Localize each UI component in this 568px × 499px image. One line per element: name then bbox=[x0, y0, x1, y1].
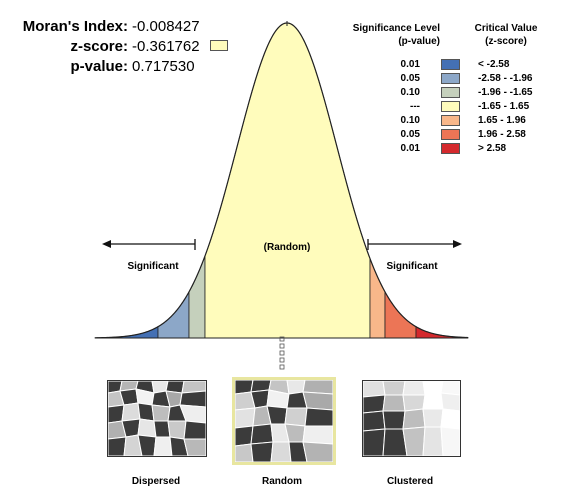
legend-level: 0.10 bbox=[400, 87, 420, 98]
random-map-image bbox=[235, 380, 333, 462]
legend-row: --- -1.65 - 1.65 bbox=[330, 100, 565, 113]
clustered-map bbox=[362, 380, 461, 457]
z-score-swatch bbox=[209, 40, 228, 51]
statistics-panel: Moran's Index: -0.008427 z-score: -0.361… bbox=[8, 18, 228, 78]
legend-range: -1.65 - 1.65 bbox=[478, 101, 530, 112]
legend-swatch bbox=[441, 73, 460, 84]
z-score-row: z-score: -0.361762 bbox=[8, 38, 228, 58]
legend-row: 0.05 1.96 - 2.58 bbox=[330, 128, 565, 141]
dispersed-map bbox=[107, 380, 207, 457]
legend-level: 0.01 bbox=[400, 143, 420, 154]
random-label: (Random) bbox=[263, 242, 311, 253]
dispersed-caption: Dispersed bbox=[131, 476, 181, 487]
significant-right-label: Significant bbox=[386, 261, 438, 272]
legend-range: 1.96 - 2.58 bbox=[478, 129, 526, 140]
random-caption: Random bbox=[262, 476, 302, 487]
legend-range: < -2.58 bbox=[478, 59, 510, 70]
legend-range: 1.65 - 1.96 bbox=[478, 115, 526, 126]
morans-index-label: Moran's Index: bbox=[22, 18, 128, 35]
legend-level: 0.05 bbox=[400, 129, 420, 140]
significant-left-label: Significant bbox=[127, 261, 179, 272]
morans-index-row: Moran's Index: -0.008427 bbox=[8, 18, 228, 38]
legend-range: -1.96 - -1.65 bbox=[478, 87, 533, 98]
left-arrow bbox=[102, 239, 196, 250]
morans-index-value: -0.008427 bbox=[132, 18, 200, 35]
legend-range: > 2.58 bbox=[478, 143, 507, 154]
clustered-caption: Clustered bbox=[386, 476, 434, 487]
legend-row: 0.05 -2.58 - -1.96 bbox=[330, 72, 565, 85]
legend-level: 0.05 bbox=[400, 73, 420, 84]
random-map bbox=[232, 377, 336, 465]
clustered-map-image bbox=[363, 381, 460, 456]
legend-level: 0.10 bbox=[400, 115, 420, 126]
z-score-label: z-score: bbox=[70, 38, 128, 55]
legend-level-header: Significance Level (p-value) bbox=[352, 23, 440, 47]
legend-level: --- bbox=[410, 101, 420, 112]
p-value-label: p-value: bbox=[70, 58, 128, 75]
legend-swatch bbox=[441, 143, 460, 154]
dispersed-map-image bbox=[108, 381, 206, 456]
legend-value-header: Critical Value (z-score) bbox=[474, 23, 538, 47]
band-gt-258 bbox=[415, 326, 469, 339]
z-score-value: -0.361762 bbox=[132, 38, 200, 55]
legend-swatch bbox=[441, 129, 460, 140]
legend-row: 0.10 1.65 - 1.96 bbox=[330, 114, 565, 127]
legend-level: 0.01 bbox=[400, 59, 420, 70]
legend-swatch bbox=[441, 59, 460, 70]
p-value-row: p-value: 0.717530 bbox=[8, 58, 228, 78]
p-value-value: 0.717530 bbox=[132, 58, 195, 75]
legend-row: 0.01 < -2.58 bbox=[330, 58, 565, 71]
curve-outline bbox=[94, 22, 469, 339]
legend-row: 0.10 -1.96 - -1.65 bbox=[330, 86, 565, 99]
dotted-connector bbox=[279, 336, 285, 370]
legend-swatch bbox=[441, 115, 460, 126]
legend-swatch bbox=[441, 101, 460, 112]
legend-range: -2.58 - -1.96 bbox=[478, 73, 533, 84]
legend-row: 0.01 > 2.58 bbox=[330, 142, 565, 155]
right-arrow bbox=[367, 239, 462, 250]
legend-swatch bbox=[441, 87, 460, 98]
